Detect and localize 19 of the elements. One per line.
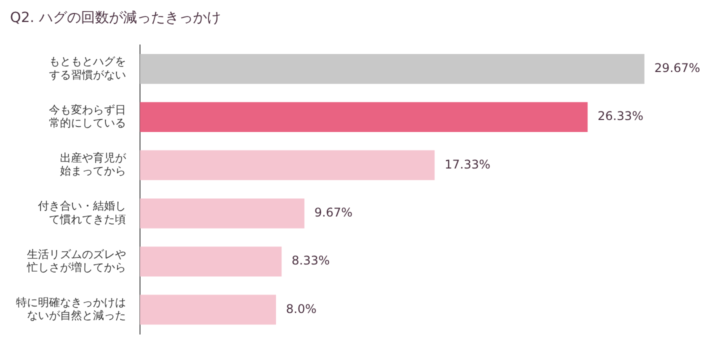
y-tick-label: 付き合い・結婚して慣れてきた頃	[38, 200, 126, 226]
data-label: 9.67%	[314, 206, 353, 220]
chart-title: Q2. ハグの回数が減ったきっかけ	[10, 10, 221, 26]
bar	[140, 246, 282, 276]
y-tick-label: 特に明確なきっかけはないが自然と減った	[16, 296, 126, 322]
data-label: 17.33%	[444, 157, 490, 172]
y-tick-label: 出産や育児が始まってから	[60, 151, 127, 178]
data-label: 8.33%	[292, 254, 330, 268]
y-tick-label: もともとハグをする習慣がない	[49, 55, 126, 82]
data-label: 26.33%	[598, 109, 644, 124]
y-tick-label: 今も変わらず日常的にしている	[49, 103, 126, 130]
bar	[140, 54, 644, 84]
data-label: 8.0%	[286, 302, 317, 316]
y-tick-label: 生活リズムのズレや忙しさが増してから	[26, 248, 126, 274]
data-label: 29.67%	[654, 61, 700, 76]
bar	[140, 102, 588, 132]
bar	[140, 198, 304, 228]
bar	[140, 150, 435, 180]
bar	[140, 294, 276, 325]
